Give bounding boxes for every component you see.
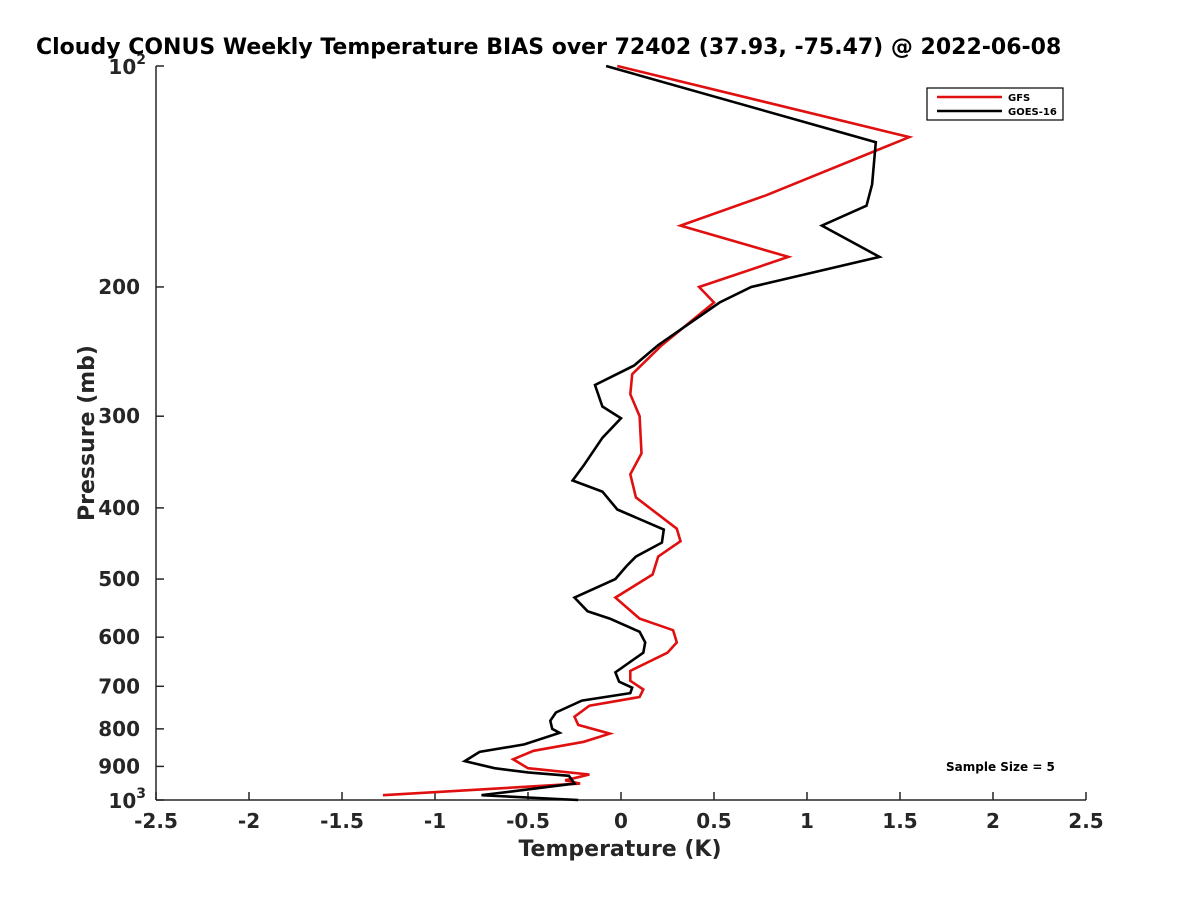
x-tick-label: 1 <box>800 809 814 833</box>
y-tick-label: 900 <box>98 754 140 778</box>
y-tick-label: 600 <box>98 625 140 649</box>
y-axis-label: Pressure (mb) <box>75 345 100 521</box>
series-layer <box>382 64 914 802</box>
y-tick-label: 200 <box>98 275 140 299</box>
y-tick-base: 10 <box>108 55 136 79</box>
sample-size-annotation: Sample Size = 5 <box>946 760 1055 774</box>
x-tick-label: -2.5 <box>134 809 178 833</box>
x-tick-label: 2 <box>986 809 1000 833</box>
legend-label: GFS <box>1008 93 1030 104</box>
x-axis-label: Temperature (K) <box>518 837 721 862</box>
y-tick-label: 700 <box>98 674 140 698</box>
x-tick-label: 0 <box>614 809 628 833</box>
x-tick-label: 2.5 <box>1068 809 1103 833</box>
y-tick-exponent: 3 <box>136 786 146 802</box>
series-line-goes-16 <box>461 64 884 802</box>
y-tick-base: 10 <box>108 789 136 813</box>
y-tick-label: 500 <box>98 567 140 591</box>
plot-area <box>155 66 1086 801</box>
y-tick-label: 400 <box>98 496 140 520</box>
x-tick-label: 0.5 <box>696 809 731 833</box>
x-tick-label: -2 <box>238 809 260 833</box>
y-tick-label: 102 <box>108 52 146 79</box>
x-tick-label: -1.5 <box>320 809 364 833</box>
x-tick-label: -1 <box>424 809 446 833</box>
legend: GFS GOES-16 <box>926 87 1064 121</box>
series-line-gfs <box>382 64 914 797</box>
x-axis-ticks: -2.5 -2 -1.5 -1 -0.5 0 0.5 1 1.5 2 2.5 <box>134 792 1104 833</box>
y-tick-label: 800 <box>98 717 140 741</box>
x-tick-label: 1.5 <box>882 809 917 833</box>
x-tick-label: -0.5 <box>506 809 550 833</box>
chart-title: Cloudy CONUS Weekly Temperature BIAS ove… <box>36 35 1061 60</box>
y-tick-exponent: 2 <box>136 52 146 68</box>
y-tick-label: 300 <box>98 404 140 428</box>
y-tick-label: 103 <box>108 786 146 813</box>
legend-box <box>926 87 1064 121</box>
legend-label: GOES-16 <box>1008 107 1057 118</box>
